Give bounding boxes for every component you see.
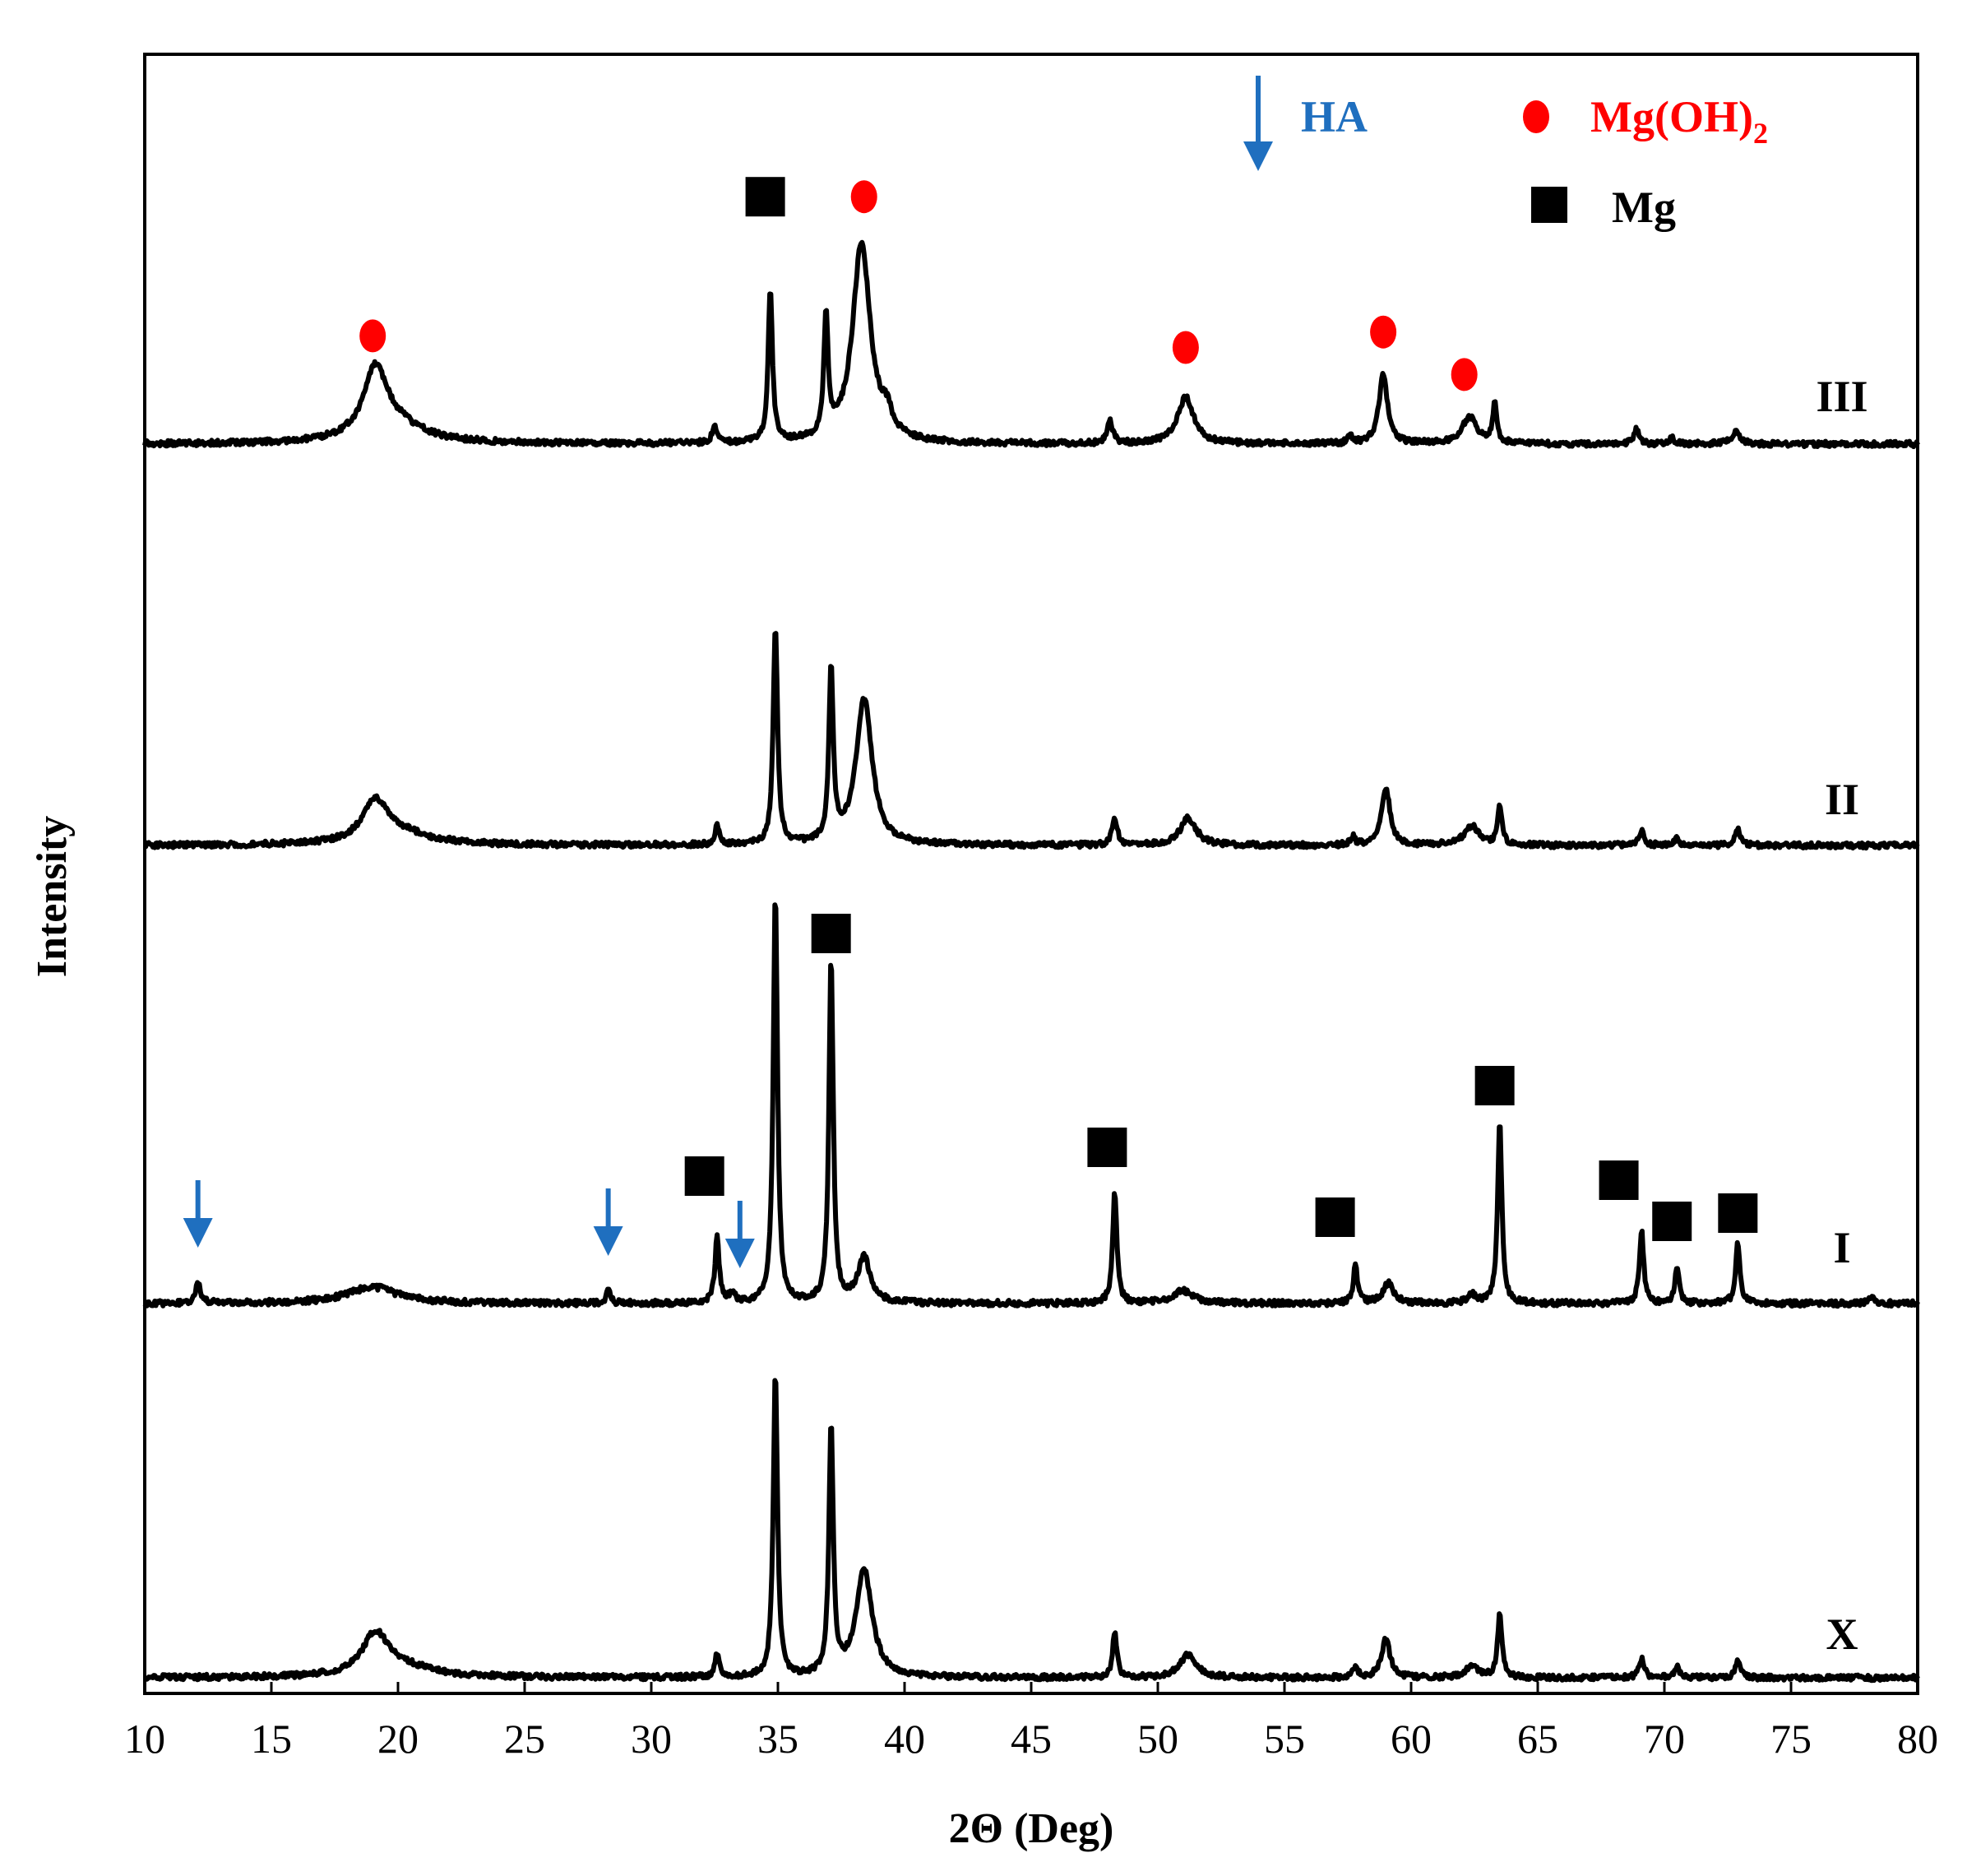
mg-peak-marker [1315,1197,1355,1237]
trace-label-III: III [1816,372,1867,421]
trace-II [143,631,1920,851]
x-axis-title: 2Θ (Deg) [949,1805,1114,1852]
mgoh2-peak-marker [1370,315,1397,349]
mg-peak-marker [1474,1066,1515,1105]
legend-mg-label: Mg [1612,183,1676,232]
x-tick-label: 20 [377,1716,419,1762]
x-tick-label: 60 [1391,1716,1432,1762]
trace-label-II: II [1825,775,1859,824]
x-axis-ticks: 10 15 20 25 30 35 40 45 50 55 60 65 70 75 80 [124,1682,1938,1762]
x-tick-label: 10 [124,1716,165,1762]
x-tick-label: 65 [1517,1716,1558,1762]
trace-label-I: I [1833,1223,1850,1272]
mgoh2-peak-marker [850,180,877,214]
x-tick-label: 30 [631,1716,672,1762]
mg-peak-marker [1718,1193,1758,1233]
legend-mgoh2-circle-icon [1523,100,1549,133]
legend-mgoh2-label: Mg(OH)2 [1590,92,1768,150]
x-tick-label: 75 [1770,1716,1812,1762]
x-tick-label: 40 [884,1716,925,1762]
mg-peak-marker [811,914,851,953]
x-tick-label: 55 [1264,1716,1305,1762]
x-tick-label: 15 [251,1716,292,1762]
mg-peak-marker [745,177,785,217]
x-tick-label: 35 [757,1716,798,1762]
mgoh2-peak-marker [1451,358,1478,391]
mg-peak-marker [1652,1202,1692,1241]
legend-mg-square-icon [1531,187,1567,223]
mg-peak-marker [684,1156,724,1196]
trace-I [142,902,1920,1309]
trace-X [143,1378,1920,1684]
mg-peak-marker [1087,1128,1127,1167]
mgoh2-peak-marker [359,319,386,353]
trace-III [142,239,1920,450]
legend-ha-label: HA [1301,92,1368,141]
x-tick-label: 80 [1897,1716,1938,1762]
x-tick-label: 50 [1137,1716,1178,1762]
plot-frame [143,53,1919,1695]
trace-label-X: X [1826,1610,1858,1659]
mg-peak-marker [1599,1160,1639,1200]
traces [142,239,1920,1684]
x-tick-label: 25 [504,1716,545,1762]
mgoh2-peak-marker [1172,331,1199,364]
x-tick-label: 45 [1011,1716,1052,1762]
legend: HA Mg(OH)2 Mg [1243,76,1768,232]
peak-markers [183,177,1758,1268]
x-tick-label: 70 [1644,1716,1685,1762]
y-axis-title: Intensity [29,816,76,977]
